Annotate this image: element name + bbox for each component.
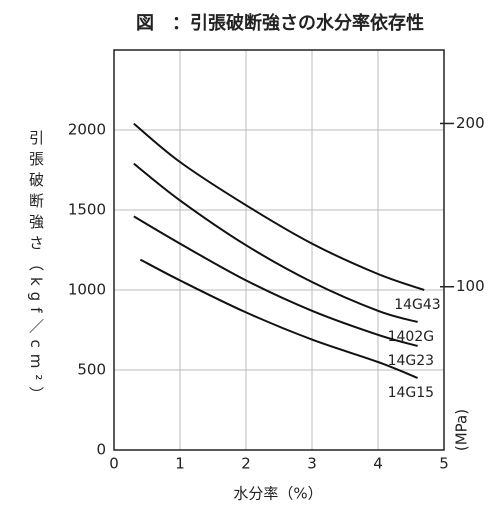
y2-tick-label: 200	[456, 114, 485, 132]
x-tick-label: 4	[373, 455, 383, 473]
y-axis-label: 引張破断強さ（kgf／cm²）	[27, 130, 45, 407]
line-series	[133, 122, 425, 291]
series-label: 14G23	[388, 353, 434, 369]
line-series	[133, 162, 418, 323]
line-series	[133, 215, 418, 347]
y2-axis-label: (MPa)	[453, 409, 471, 451]
y-tick-label: 1500	[68, 201, 106, 219]
x-tick-label: 5	[439, 455, 449, 473]
line-series	[139, 258, 418, 379]
series-label: 14G15	[388, 385, 434, 401]
x-tick-label: 0	[109, 455, 119, 473]
y-tick-label: 0	[96, 441, 106, 459]
y2-tick-label: 100	[456, 277, 485, 295]
x-tick-label: 3	[307, 455, 317, 473]
series-label: 14G43	[394, 297, 440, 313]
plot-frame	[113, 49, 445, 451]
y-tick-label: 1000	[68, 281, 106, 299]
x-axis-label: 水分率（%）	[233, 485, 322, 503]
y-tick-label: 2000	[68, 121, 106, 139]
x-tick-label: 2	[241, 455, 251, 473]
x-tick-label: 1	[175, 455, 185, 473]
series-label: 1402G	[388, 329, 434, 345]
y-tick-label: 500	[77, 361, 106, 379]
chart-title: 図 ：引張破断強さの水分率依存性	[136, 12, 424, 34]
